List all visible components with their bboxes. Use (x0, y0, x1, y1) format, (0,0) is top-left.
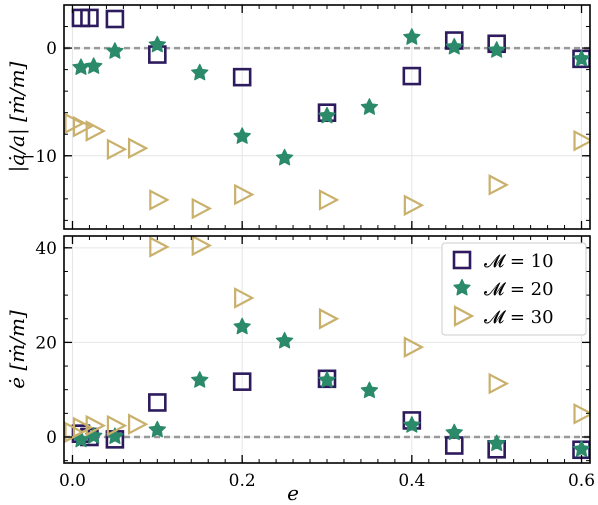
data-point-triangle-right (106, 414, 128, 437)
x-tick-label: 0.0 (59, 471, 86, 491)
data-point-star (106, 42, 124, 59)
data-point-star (275, 331, 294, 349)
y-axis-label-text: |ȧ/a| [ṁ/m] (5, 61, 30, 172)
x-tick-label: 0.4 (398, 471, 425, 491)
y-tick-label: 20 (35, 333, 57, 353)
data-point-star (318, 371, 336, 388)
data-point-star (148, 420, 167, 438)
data-point-square (317, 369, 337, 389)
x-tick-label: 0.6 (568, 471, 595, 491)
legend-entry-label: 𝓜 = 30 (484, 307, 554, 328)
bottom-panel: 0 20 40 0.0 0.2 0.4 0.6 𝓜 = 10 𝓜 = 20 𝓜 = 30 (35, 235, 595, 491)
data-point-square (105, 9, 125, 29)
y-axis-label-text: ė [ṁ/m] (5, 310, 29, 389)
data-point-triangle-right (403, 194, 425, 217)
y-tick-label: 0 (46, 428, 57, 448)
data-point-triangle-right (128, 413, 149, 436)
data-point-triangle-right (488, 174, 510, 196)
data-point-star (572, 440, 590, 457)
data-point-square (232, 372, 252, 391)
data-point-triangle-right (72, 416, 94, 439)
data-point-triangle-right (573, 402, 590, 425)
data-point-star (487, 41, 506, 58)
data-point-triangle-right (234, 287, 255, 309)
legend-marker-square (452, 250, 472, 270)
data-point-square (80, 8, 99, 28)
legend-marker-triangle-right (453, 305, 475, 327)
data-point-square (402, 66, 422, 86)
data-point-star (487, 434, 506, 452)
data-point-triangle-right (72, 115, 94, 138)
data-point-star (572, 49, 590, 67)
x-tick-label: 0.2 (229, 471, 256, 491)
data-point-triangle-right (573, 129, 590, 152)
markers (64, 8, 590, 220)
data-point-star (148, 35, 167, 53)
y-tick-label: 40 (35, 239, 57, 259)
data-point-triangle-right (85, 414, 107, 437)
data-point-triangle-right (85, 120, 107, 142)
y-tick-label: −10 (21, 147, 57, 167)
top-panel: 0 −10 (21, 4, 591, 230)
data-point-star (191, 63, 209, 81)
legend-entry-label: 𝓜 = 20 (484, 279, 554, 300)
data-point-star (233, 317, 251, 335)
data-point-triangle-right (488, 372, 510, 395)
legend-box (441, 242, 587, 336)
data-point-triangle-right (191, 197, 213, 220)
data-point-star (85, 57, 103, 74)
x-axis-label: e (287, 481, 299, 505)
data-point-star (445, 423, 463, 441)
data-point-square (232, 67, 252, 87)
data-point-triangle-right (106, 138, 128, 161)
data-point-triangle-right (234, 183, 255, 206)
markers (64, 236, 590, 460)
data-point-star (445, 37, 463, 55)
data-point-star (403, 28, 421, 45)
data-point-star (360, 98, 379, 115)
data-point-triangle-right (128, 137, 149, 160)
data-point-triangle-right (149, 236, 170, 258)
legend-marker-star (453, 278, 471, 296)
data-point-triangle-right (318, 307, 340, 330)
y-tick-label: 0 (46, 39, 57, 59)
data-point-triangle-right (191, 236, 213, 257)
data-point-star (72, 58, 90, 75)
data-point-square (148, 393, 167, 412)
data-point-triangle-right (149, 189, 170, 211)
data-point-star (318, 106, 336, 124)
data-point-square (444, 436, 464, 455)
data-point-star (191, 371, 209, 388)
data-point-triangle-right (403, 336, 425, 358)
data-point-star (360, 381, 379, 399)
legend-entry-label: 𝓜 = 10 (484, 251, 554, 272)
top-y-axis-label: |ȧ/a| [ṁ/m] (5, 61, 30, 172)
data-point-star (403, 416, 421, 433)
data-point-star (275, 148, 294, 166)
data-point-triangle-right (318, 189, 340, 211)
bottom-y-axis-label: ė [ṁ/m] (5, 310, 29, 389)
data-point-star (233, 127, 251, 144)
